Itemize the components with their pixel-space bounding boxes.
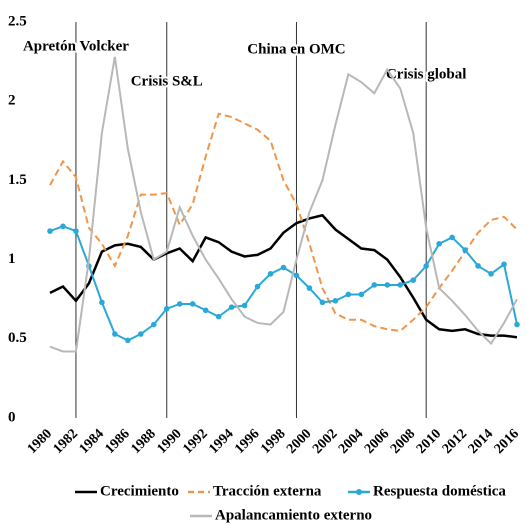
series-marker	[60, 223, 66, 230]
event-label: China en OMC	[247, 41, 345, 57]
x-tick-label: 1992	[180, 426, 210, 456]
legend-item: Respuesta doméstica	[348, 483, 506, 499]
y-tick-label: 0.5	[8, 330, 27, 346]
series-line	[49, 225, 518, 342]
series-marker	[138, 331, 144, 337]
series-marker	[319, 299, 326, 306]
series-marker	[488, 271, 494, 277]
series-marker	[514, 321, 520, 328]
legend-label: Apalancamiento externo	[215, 507, 372, 523]
series-marker	[293, 272, 300, 279]
series-marker	[176, 301, 183, 307]
series-marker	[267, 271, 274, 277]
series-marker	[241, 302, 248, 309]
x-tick-label: 1996	[232, 426, 262, 456]
series-marker	[163, 305, 170, 312]
legend-item: Tracción externa	[188, 483, 322, 499]
legend-item: Crecimiento	[75, 483, 179, 499]
x-tick-label: 2000	[284, 426, 314, 456]
series-marker	[332, 297, 339, 304]
x-tick-label: 1984	[77, 426, 107, 456]
x-tick-label: 2016	[492, 426, 522, 456]
x-tick-label: 1980	[25, 426, 55, 456]
x-tick-label: 1988	[128, 426, 158, 456]
x-tick-label: 2004	[336, 426, 366, 456]
x-tick-label: 1994	[206, 426, 236, 456]
series-marker	[462, 247, 468, 253]
series-line	[49, 112, 518, 332]
x-tick-label: 1998	[258, 426, 288, 456]
series-marker	[306, 285, 313, 291]
series-marker	[384, 282, 391, 288]
series-marker	[47, 228, 53, 234]
x-tick-label: 1982	[51, 426, 81, 456]
x-tick-label: 2008	[388, 426, 418, 456]
x-tick-label: 2002	[310, 426, 340, 456]
series-marker	[202, 307, 209, 314]
series-marker	[228, 304, 235, 310]
series-marker	[73, 228, 79, 234]
y-tick-label: 2	[8, 93, 16, 109]
series-marker	[436, 240, 442, 247]
y-tick-label: 1	[8, 251, 16, 267]
series-marker	[345, 291, 352, 298]
event-label: Crisis global	[386, 66, 466, 82]
x-tick-label: 2010	[414, 426, 444, 456]
series-marker	[358, 291, 365, 298]
y-tick-label: 2.5	[8, 13, 27, 29]
series-marker	[449, 234, 455, 241]
series-line	[49, 213, 518, 339]
series-marker	[501, 261, 507, 268]
legend-marker	[356, 489, 362, 495]
event-label: Crisis S&L	[131, 73, 203, 89]
x-tick-label: 2006	[362, 426, 392, 456]
series-marker	[254, 283, 261, 290]
x-tick-label: 2012	[440, 426, 470, 456]
legend-label: Respuesta doméstica	[373, 483, 506, 499]
series-marker	[410, 277, 417, 283]
series-marker	[423, 263, 429, 269]
x-tick-label: 1986	[103, 426, 133, 456]
x-tick-label: 1990	[154, 426, 184, 456]
series-marker	[125, 337, 131, 344]
x-tick-label: 2014	[466, 426, 496, 456]
event-label: Apretón Volcker	[23, 38, 129, 54]
legend-label: Tracción externa	[213, 483, 322, 499]
series-marker	[371, 282, 378, 288]
series-marker	[215, 313, 222, 320]
series-marker	[280, 264, 287, 271]
series-marker	[112, 331, 118, 337]
series-marker	[189, 301, 196, 307]
legend-item: Apalancamiento externo	[190, 507, 372, 523]
y-tick-label: 1.5	[8, 172, 27, 188]
y-tick-label: 0	[8, 409, 16, 425]
legend-label: Crecimiento	[100, 483, 179, 499]
series-marker	[397, 282, 404, 288]
series-marker	[475, 263, 481, 269]
series-marker	[150, 321, 157, 328]
series-line	[49, 56, 518, 353]
series-marker	[99, 299, 105, 306]
